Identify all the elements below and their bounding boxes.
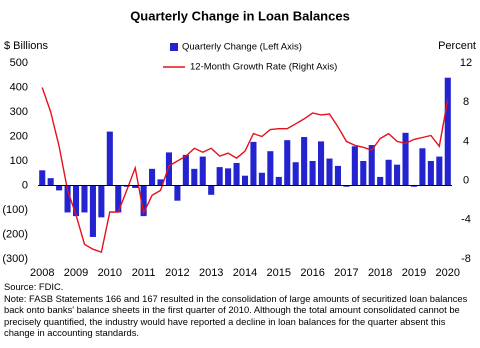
y-tick-label: (100) — [2, 204, 28, 216]
x-tick-label: 2010 — [98, 267, 122, 279]
y2-tick-label: 12 — [460, 57, 472, 69]
legend-swatch — [170, 43, 178, 51]
x-tick-label: 2015 — [267, 267, 291, 279]
x-tick-label: 2018 — [368, 267, 392, 279]
bar — [326, 158, 333, 186]
bar — [334, 165, 341, 186]
chart-title: Quarterly Change in Loan Balances — [130, 8, 350, 23]
bar — [225, 168, 232, 186]
y-tick-label: 300 — [10, 106, 28, 118]
x-tick-label: 2019 — [402, 267, 426, 279]
y-tick-label: 400 — [10, 81, 28, 93]
bar — [39, 170, 46, 186]
bar — [275, 176, 282, 186]
bar — [419, 148, 426, 186]
bar — [81, 185, 88, 213]
bar — [394, 164, 401, 186]
y-tick-label: 100 — [10, 155, 28, 167]
bar — [343, 185, 350, 187]
bar — [64, 185, 71, 213]
bar — [98, 185, 105, 218]
bar — [56, 185, 63, 191]
bar — [258, 172, 265, 186]
bar — [436, 156, 443, 186]
bar — [233, 162, 240, 186]
bar — [368, 145, 375, 186]
bar — [317, 141, 325, 186]
y-tick-label: 0 — [22, 179, 28, 191]
bar — [157, 179, 164, 186]
x-tick-label: 2009 — [64, 267, 88, 279]
bar — [284, 140, 291, 186]
y-tick-label: 500 — [10, 57, 28, 69]
bar — [182, 154, 189, 186]
notes: Source: FDIC. Note: FASB Statements 166 … — [4, 281, 478, 339]
bar — [427, 161, 434, 186]
y2-tick-label: -8 — [461, 253, 471, 265]
line — [41, 87, 449, 254]
bar — [241, 175, 249, 186]
bar — [216, 167, 223, 186]
x-tick-label: 2020 — [436, 267, 460, 279]
y2-axis-title: Percent — [438, 40, 476, 52]
bar — [410, 185, 418, 187]
bar — [444, 77, 451, 186]
bar — [132, 185, 139, 188]
bar — [199, 156, 206, 186]
bar — [208, 185, 215, 195]
bar — [165, 152, 173, 186]
y-tick-label: (300) — [2, 253, 28, 265]
bar — [301, 136, 308, 186]
bar — [115, 185, 122, 213]
y-axis-title: $ Billions — [4, 40, 49, 52]
x-tick-label: 2013 — [199, 267, 223, 279]
legend-label: Quarterly Change (Left Axis) — [182, 42, 302, 53]
bar — [89, 185, 96, 237]
bar — [106, 131, 113, 186]
bar — [250, 141, 257, 186]
legend-label: 12-Month Growth Rate (Right Axis) — [190, 62, 337, 73]
bar — [385, 159, 392, 186]
y2-tick-label: 4 — [463, 135, 469, 147]
bar — [351, 146, 358, 186]
note: Note: FASB Statements 166 and 167 result… — [4, 292, 468, 339]
bar — [174, 185, 181, 201]
bar — [402, 132, 409, 186]
x-tick-label: 2011 — [132, 267, 156, 279]
y2-tick-label: -4 — [461, 214, 471, 226]
bar — [360, 161, 367, 186]
x-tick-label: 2017 — [334, 267, 358, 279]
chart: Quarterly Change in Loan Balances $ Bill… — [2, 8, 476, 279]
y-tick-label: (200) — [2, 228, 28, 240]
bar — [377, 176, 384, 186]
bar — [140, 185, 147, 217]
bar — [149, 168, 156, 186]
x-tick-label: 2012 — [165, 267, 189, 279]
y-tick-label: 200 — [10, 130, 28, 142]
x-tick-label: 2016 — [300, 267, 324, 279]
bar — [267, 151, 274, 186]
source: Source: FDIC. — [4, 281, 64, 292]
bar — [309, 161, 316, 186]
bar — [191, 168, 198, 186]
bar — [72, 185, 80, 217]
bar — [292, 162, 299, 186]
y2-tick-label: 8 — [463, 96, 469, 108]
bar — [123, 185, 130, 187]
y2-tick-label: 0 — [463, 175, 469, 187]
x-tick-label: 2008 — [30, 267, 54, 279]
x-tick-label: 2014 — [233, 267, 257, 279]
bar — [47, 178, 54, 186]
